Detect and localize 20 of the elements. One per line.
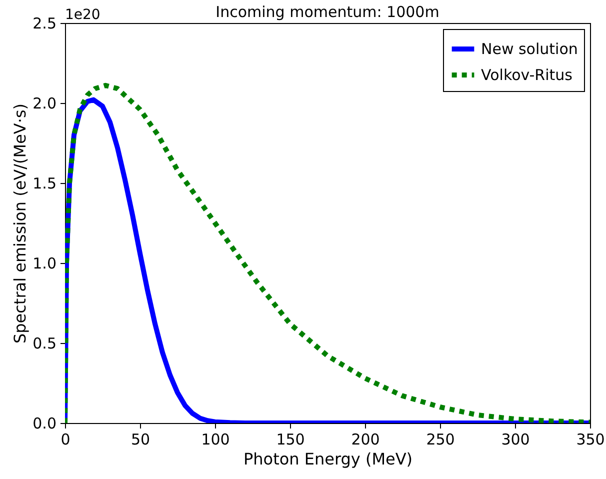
y-tick-label: 1.5 <box>32 174 56 192</box>
y-tick-label: 0.0 <box>32 414 56 432</box>
x-tick-label: 300 <box>501 430 530 448</box>
legend-label: Volkov-Ritus <box>481 66 573 84</box>
y-axis-title: Spectral emission (eV/(MeV·s) <box>10 103 30 344</box>
x-tick-label: 250 <box>426 430 455 448</box>
text: 1e20 <box>65 7 100 23</box>
y-tick-label: 2.0 <box>32 94 56 112</box>
x-tick-label: 100 <box>201 430 230 448</box>
x-tick-label: 150 <box>276 430 305 448</box>
x-axis-title: Photon Energy (MeV) <box>243 450 413 468</box>
x-tick-label: 350 <box>576 430 605 448</box>
y-tick-label: 1.0 <box>32 254 56 272</box>
x-tick-label: 200 <box>351 430 380 448</box>
chart-title: Incoming momentum: 1000m <box>216 3 440 21</box>
x-tick-label: 50 <box>130 430 150 448</box>
legend-label: New solution <box>481 40 578 58</box>
y-tick-label: 0.5 <box>32 334 56 352</box>
y-tick-label: 2.5 <box>32 14 56 32</box>
x-tick-label: 0 <box>60 430 70 448</box>
